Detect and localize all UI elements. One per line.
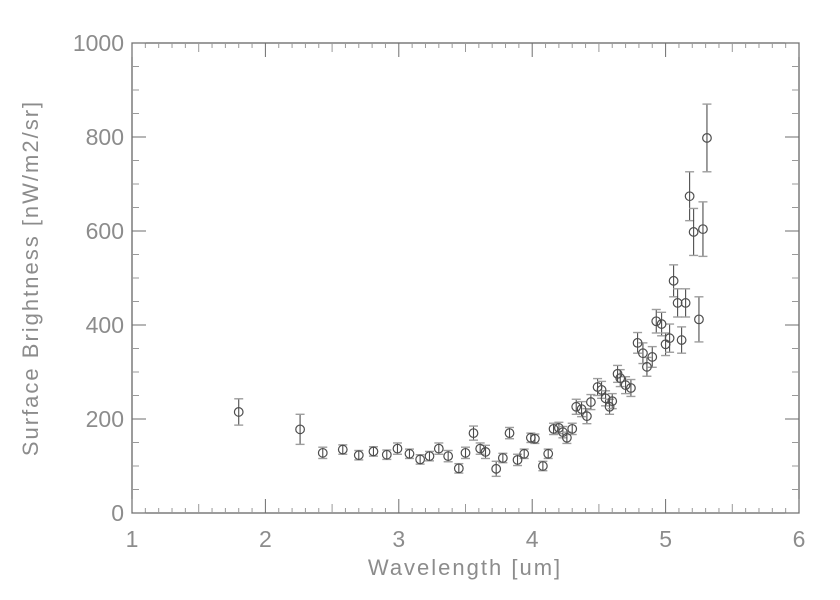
data-point: [529, 433, 540, 444]
data-point: [694, 314, 704, 325]
data-point: [638, 348, 648, 359]
data-point: [453, 463, 464, 474]
data-point: [443, 451, 454, 462]
data-point: [680, 298, 691, 308]
data-point: [491, 463, 502, 474]
data-point: [632, 337, 643, 348]
data-point: [480, 447, 491, 457]
data-point: [368, 446, 379, 457]
data-point: [664, 333, 675, 344]
data-point: [561, 432, 572, 443]
data-point: [468, 428, 479, 439]
data-point: [548, 423, 559, 434]
data-point: [607, 396, 618, 407]
data-point: [233, 407, 244, 417]
plot-frame: [131, 42, 800, 514]
data-point: [512, 454, 523, 465]
data-point: [626, 383, 636, 393]
data-point: [497, 453, 508, 463]
data-point: [600, 393, 611, 404]
y-tick-label: 600: [86, 218, 124, 244]
data-point: [337, 444, 348, 455]
x-axis-title: Wavelength [um]: [367, 555, 563, 580]
data-point: [415, 454, 426, 465]
data-point: [433, 443, 444, 454]
data-point: [392, 443, 403, 454]
data-point: [519, 448, 530, 459]
data-point: [676, 335, 687, 345]
data-point: [295, 424, 305, 435]
x-tick-label: 2: [259, 526, 272, 552]
data-point: [585, 397, 596, 407]
data-point: [651, 316, 662, 327]
data-point: [475, 443, 486, 454]
data-point: [647, 352, 658, 362]
x-tick-label: 3: [392, 526, 405, 552]
data-point: [571, 401, 582, 412]
data-point: [668, 275, 679, 286]
data-point: [576, 404, 587, 415]
y-tick-label: 400: [86, 312, 124, 338]
data-point: [543, 448, 554, 459]
data-point: [460, 447, 471, 458]
data-point: [317, 447, 328, 458]
data-point: [381, 449, 392, 460]
data-point: [404, 448, 415, 459]
x-tick-label: 6: [793, 526, 806, 552]
x-tick-label: 4: [526, 526, 539, 552]
y-tick-label: 1000: [73, 30, 124, 56]
x-tick-label: 5: [659, 526, 672, 552]
y-axis-title: Surface Brightness [nW/m2/sr]: [18, 99, 43, 457]
y-tick-label: 0: [111, 500, 124, 526]
data-point: [504, 428, 515, 439]
data-point: [688, 227, 699, 237]
data-point: [596, 384, 607, 395]
data-point: [620, 380, 631, 391]
data-point: [615, 373, 626, 384]
data-point: [698, 224, 708, 235]
data-point: [642, 361, 652, 372]
data-point: [537, 461, 548, 471]
data-point: [604, 401, 615, 412]
data-point: [525, 432, 536, 443]
y-tick-label: 200: [86, 406, 124, 432]
data-point: [424, 451, 435, 462]
x-tick-label: 1: [126, 526, 139, 552]
data-point: [656, 319, 667, 329]
data-point: [353, 450, 364, 461]
data-point: [567, 423, 578, 434]
data-point: [581, 411, 592, 422]
data-point: [702, 133, 712, 143]
y-tick-label: 800: [86, 124, 124, 150]
data-point: [684, 191, 695, 202]
